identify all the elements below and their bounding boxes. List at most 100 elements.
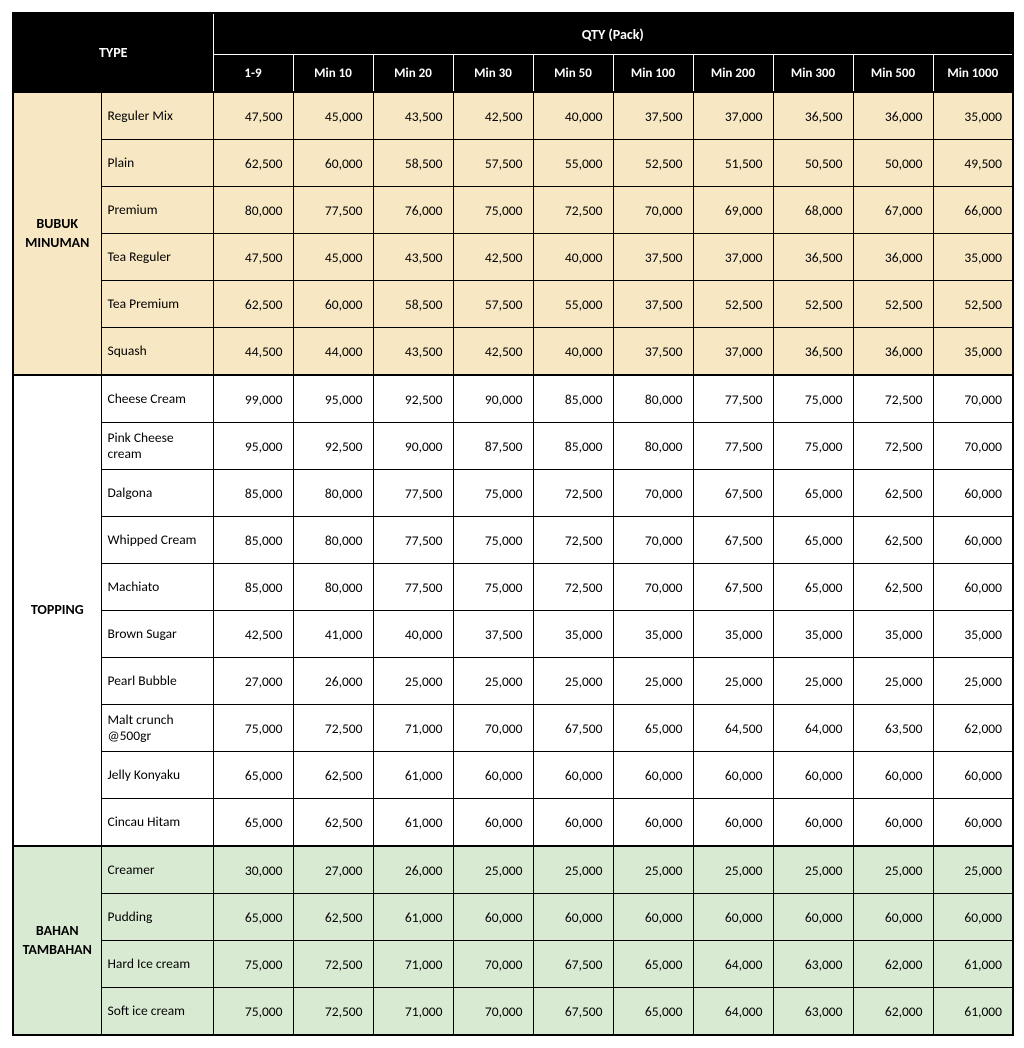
price-cell: 42,500 bbox=[453, 328, 533, 376]
price-cell: 72,500 bbox=[533, 517, 613, 564]
price-cell: 57,500 bbox=[453, 281, 533, 328]
price-cell: 70,000 bbox=[933, 375, 1013, 423]
price-cell: 37,000 bbox=[693, 92, 773, 140]
price-cell: 80,000 bbox=[293, 470, 373, 517]
price-cell: 77,500 bbox=[373, 564, 453, 611]
price-cell: 65,000 bbox=[773, 564, 853, 611]
price-cell: 26,000 bbox=[293, 658, 373, 705]
table-row: Pearl Bubble27,00026,00025,00025,00025,0… bbox=[13, 658, 1013, 705]
price-cell: 37,500 bbox=[613, 234, 693, 281]
price-cell: 95,000 bbox=[213, 423, 293, 470]
price-cell: 67,500 bbox=[693, 470, 773, 517]
price-cell: 60,000 bbox=[853, 752, 933, 799]
price-cell: 70,000 bbox=[613, 564, 693, 611]
price-cell: 80,000 bbox=[613, 375, 693, 423]
table-header: TYPE QTY (Pack) 1-9Min 10Min 20Min 30Min… bbox=[13, 13, 1013, 92]
price-cell: 43,500 bbox=[373, 234, 453, 281]
price-cell: 60,000 bbox=[933, 564, 1013, 611]
price-cell: 60,000 bbox=[613, 894, 693, 941]
price-cell: 80,000 bbox=[613, 423, 693, 470]
price-cell: 44,500 bbox=[213, 328, 293, 376]
price-cell: 77,500 bbox=[373, 470, 453, 517]
product-cell: Pink Cheese cream bbox=[101, 423, 213, 470]
price-cell: 62,500 bbox=[213, 281, 293, 328]
category-cell: TOPPING bbox=[13, 375, 101, 846]
price-cell: 75,000 bbox=[213, 705, 293, 752]
price-cell: 37,500 bbox=[613, 281, 693, 328]
price-cell: 60,000 bbox=[613, 799, 693, 847]
price-cell: 60,000 bbox=[933, 752, 1013, 799]
price-cell: 76,000 bbox=[373, 187, 453, 234]
price-cell: 25,000 bbox=[373, 658, 453, 705]
price-cell: 37,000 bbox=[693, 328, 773, 376]
price-cell: 42,500 bbox=[453, 234, 533, 281]
price-cell: 80,000 bbox=[213, 187, 293, 234]
table-row: Tea Premium62,50060,00058,50057,50055,00… bbox=[13, 281, 1013, 328]
price-cell: 25,000 bbox=[533, 658, 613, 705]
price-cell: 60,000 bbox=[533, 752, 613, 799]
price-cell: 37,500 bbox=[613, 328, 693, 376]
product-cell: Pearl Bubble bbox=[101, 658, 213, 705]
price-cell: 40,000 bbox=[533, 234, 613, 281]
price-cell: 60,000 bbox=[853, 894, 933, 941]
price-cell: 61,000 bbox=[373, 799, 453, 847]
product-cell: Tea Reguler bbox=[101, 234, 213, 281]
header-qty-col: Min 1000 bbox=[933, 55, 1013, 93]
price-cell: 60,000 bbox=[773, 894, 853, 941]
product-cell: Tea Premium bbox=[101, 281, 213, 328]
table-row: Brown Sugar42,50041,00040,00037,50035,00… bbox=[13, 611, 1013, 658]
header-type: TYPE bbox=[13, 13, 213, 92]
table-row: Dalgona85,00080,00077,50075,00072,50070,… bbox=[13, 470, 1013, 517]
table-row: BAHAN TAMBAHANCreamer30,00027,00026,0002… bbox=[13, 846, 1013, 894]
table-row: Jelly Konyaku65,00062,50061,00060,00060,… bbox=[13, 752, 1013, 799]
price-cell: 55,000 bbox=[533, 281, 613, 328]
price-cell: 60,000 bbox=[293, 140, 373, 187]
price-cell: 35,000 bbox=[933, 92, 1013, 140]
price-cell: 62,500 bbox=[853, 470, 933, 517]
price-cell: 60,000 bbox=[613, 752, 693, 799]
price-cell: 61,000 bbox=[933, 941, 1013, 988]
price-cell: 75,000 bbox=[213, 988, 293, 1036]
price-cell: 85,000 bbox=[533, 375, 613, 423]
header-qty-col: Min 200 bbox=[693, 55, 773, 93]
pricing-table: TYPE QTY (Pack) 1-9Min 10Min 20Min 30Min… bbox=[12, 12, 1014, 1036]
table-row: Plain62,50060,00058,50057,50055,00052,50… bbox=[13, 140, 1013, 187]
price-cell: 35,000 bbox=[773, 611, 853, 658]
price-cell: 36,500 bbox=[773, 92, 853, 140]
price-cell: 60,000 bbox=[453, 894, 533, 941]
product-cell: Plain bbox=[101, 140, 213, 187]
table-row: Squash44,50044,00043,50042,50040,00037,5… bbox=[13, 328, 1013, 376]
header-qty-col: Min 30 bbox=[453, 55, 533, 93]
price-cell: 60,000 bbox=[533, 894, 613, 941]
price-cell: 60,000 bbox=[693, 799, 773, 847]
price-cell: 30,000 bbox=[213, 846, 293, 894]
price-cell: 26,000 bbox=[373, 846, 453, 894]
price-cell: 37,500 bbox=[613, 92, 693, 140]
price-cell: 60,000 bbox=[933, 799, 1013, 847]
price-cell: 52,500 bbox=[853, 281, 933, 328]
price-cell: 63,500 bbox=[853, 705, 933, 752]
price-cell: 27,000 bbox=[293, 846, 373, 894]
price-cell: 35,000 bbox=[533, 611, 613, 658]
price-cell: 72,500 bbox=[533, 470, 613, 517]
price-cell: 67,500 bbox=[533, 941, 613, 988]
price-cell: 85,000 bbox=[533, 423, 613, 470]
price-cell: 25,000 bbox=[933, 846, 1013, 894]
price-cell: 36,000 bbox=[853, 92, 933, 140]
price-cell: 60,000 bbox=[453, 752, 533, 799]
price-cell: 72,500 bbox=[853, 423, 933, 470]
price-cell: 70,000 bbox=[453, 988, 533, 1036]
price-cell: 60,000 bbox=[773, 752, 853, 799]
price-cell: 25,000 bbox=[933, 658, 1013, 705]
price-cell: 45,000 bbox=[293, 234, 373, 281]
price-cell: 35,000 bbox=[693, 611, 773, 658]
price-cell: 72,500 bbox=[293, 705, 373, 752]
price-cell: 25,000 bbox=[773, 658, 853, 705]
table-row: Whipped Cream85,00080,00077,50075,00072,… bbox=[13, 517, 1013, 564]
product-cell: Pudding bbox=[101, 894, 213, 941]
price-cell: 65,000 bbox=[213, 752, 293, 799]
table-row: Machiato85,00080,00077,50075,00072,50070… bbox=[13, 564, 1013, 611]
price-cell: 87,500 bbox=[453, 423, 533, 470]
price-cell: 36,500 bbox=[773, 234, 853, 281]
price-cell: 65,000 bbox=[613, 941, 693, 988]
